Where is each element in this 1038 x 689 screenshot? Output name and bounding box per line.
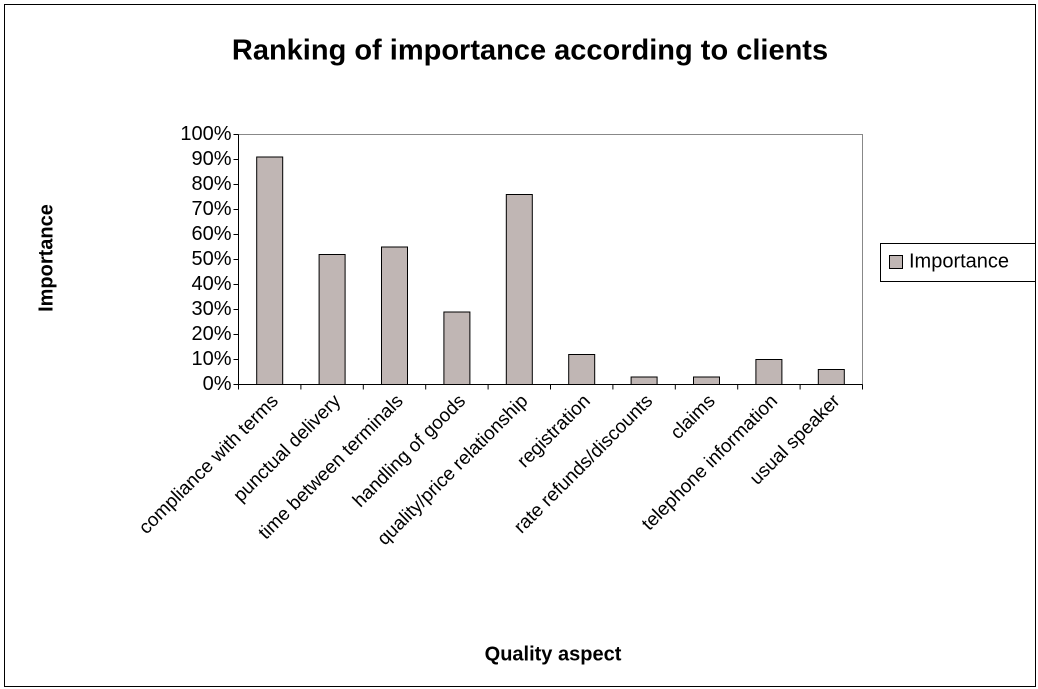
x-axis-label: Quality aspect xyxy=(485,643,622,665)
bar xyxy=(755,359,783,385)
bar xyxy=(381,246,408,385)
bar xyxy=(256,156,284,385)
y-tick-label: 50% xyxy=(191,248,231,270)
bar xyxy=(568,354,596,385)
y-tick-label: 70% xyxy=(191,198,231,220)
bar xyxy=(630,376,658,385)
y-tick-label: 20% xyxy=(191,323,231,345)
bar xyxy=(443,311,471,385)
y-tick-label: 10% xyxy=(191,348,231,370)
y-tick-label: 40% xyxy=(191,273,231,295)
y-tick-label: 100% xyxy=(180,123,231,145)
bar xyxy=(505,194,533,385)
y-axis-label: Importance xyxy=(35,204,57,312)
chart-title: Ranking of importance according to clien… xyxy=(232,35,828,67)
bar xyxy=(693,376,720,385)
y-tick-label: 80% xyxy=(191,173,231,195)
y-tick-label: 30% xyxy=(191,298,231,320)
bar xyxy=(318,254,346,385)
legend-box xyxy=(880,243,1036,282)
y-tick-label: 90% xyxy=(191,148,231,170)
bar xyxy=(817,369,845,385)
y-tick-label: 60% xyxy=(191,223,231,245)
y-tick-label: 0% xyxy=(203,373,232,395)
legend-label: Importance xyxy=(909,250,1009,272)
legend-swatch xyxy=(889,255,903,269)
